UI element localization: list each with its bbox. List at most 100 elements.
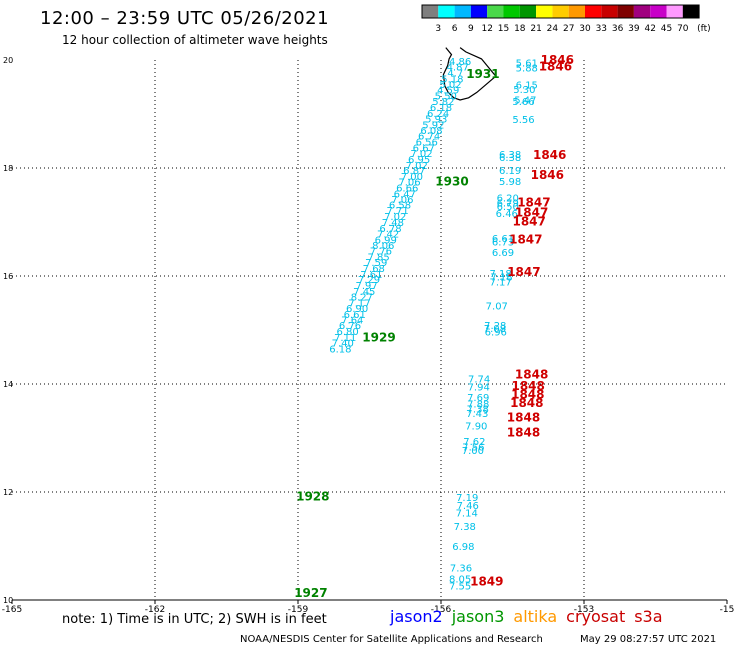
wave-height-label: 5.02: [439, 80, 461, 91]
legend-swatch: [682, 5, 700, 18]
legend-tick-label: 18: [514, 24, 526, 34]
wave-height-label: 7.94: [468, 383, 490, 394]
wave-height-label: 7.14: [456, 509, 478, 520]
legend-swatch: [601, 5, 618, 18]
cryosat-time-label: 1849: [470, 575, 503, 589]
wave-height-label: 5.66: [512, 97, 534, 108]
wave-height-label: 7.19: [456, 493, 478, 504]
legend-tick-label: 70: [677, 24, 689, 34]
wave-height-label: 7.07: [486, 302, 508, 313]
y-tick-label: 18: [3, 164, 13, 173]
x-tick-label: -162: [145, 605, 165, 615]
wave-height-label: 7.29: [358, 275, 380, 286]
wave-height-label: 6.87: [403, 166, 425, 177]
wave-height-label: 6.98: [452, 542, 474, 553]
cryosat-time-label: 1847: [509, 232, 542, 246]
y-tick-label: 16: [3, 272, 13, 281]
wave-height-label: 6.61: [492, 234, 514, 245]
wave-height-label: 6.95: [408, 155, 430, 166]
wave-height-label: 6.24: [427, 109, 449, 120]
wave-height-label: 6.80: [336, 327, 358, 338]
wave-height-label: 5.30: [513, 85, 535, 96]
cryosat-time-label: 1846: [541, 53, 574, 67]
legend-swatch: [503, 5, 520, 18]
wave-height-label: 7.28: [484, 321, 506, 332]
legend-unit: (ft): [697, 24, 711, 34]
wave-height-label: 7.11: [334, 333, 356, 344]
wave-height-label: 7.45: [353, 287, 375, 298]
y-tick-label: 20: [3, 56, 13, 65]
satellite-jason2: jason2: [390, 607, 443, 626]
jason3-time-label: 1930: [435, 175, 468, 189]
legend-swatch: [536, 5, 553, 18]
generated-timestamp: May 29 08:27:57 UTC 2021: [580, 634, 717, 645]
wave-height-label: 7.08: [484, 324, 506, 335]
wave-height-label: 6.08: [420, 126, 442, 137]
legend-tick-label: 36: [612, 24, 624, 34]
wave-height-label: 7.90: [465, 422, 487, 433]
wave-height-label: 5.93: [425, 114, 447, 125]
wave-height-label: 4.87: [447, 63, 469, 74]
wave-height-label: 6.67: [413, 144, 435, 155]
wave-height-label: 6.20: [497, 194, 519, 205]
wave-height-label: 6.76: [339, 321, 361, 332]
footer-note: note: 1) Time is in UTC; 2) SWH is in fe…: [62, 612, 327, 627]
wave-height-label: 8.06: [372, 241, 394, 252]
legend-tick-label: 3: [435, 24, 441, 34]
wave-height-label: 7.06: [398, 178, 420, 189]
chart-subtitle: 12 hour collection of altimeter wave hei…: [62, 33, 328, 47]
wave-height-label: 6.18: [329, 344, 351, 355]
wave-height-label: 7.02: [410, 149, 432, 160]
wave-height-label: 7.40: [332, 338, 354, 349]
legend-frame: [421, 4, 700, 19]
wave-height-label: 6.96: [485, 328, 507, 339]
legend-tick-label: 24: [547, 24, 559, 34]
wave-height-label: 6.73: [492, 237, 514, 248]
wave-height-label: 7.18: [490, 273, 512, 284]
legend-swatch: [585, 5, 602, 18]
wave-height-label: 4.59: [437, 86, 459, 97]
jason3-time-label: 1931: [466, 67, 499, 81]
satellite-cryosat: cryosat: [566, 607, 626, 626]
cryosat-time-label: 1846: [539, 60, 572, 74]
color-legend: 3 6 9 12 15 18 21 24 27 30 33 36 39 42 45 70 (ft): [421, 4, 711, 34]
wave-height-label: 5.82: [432, 97, 454, 108]
wave-height-label: 8.27: [351, 293, 373, 304]
jason3-time-label: 1927: [294, 586, 327, 600]
wave-height-label: 6.99: [375, 235, 397, 246]
legend-tick-label: 6: [452, 24, 458, 34]
wave-height-label: 7.38: [454, 522, 476, 533]
satellite-s3a: s3a: [634, 607, 663, 626]
cryosat-time-label: 1848: [511, 379, 544, 393]
x-tick-label: -153: [574, 605, 594, 615]
cryosat-time-label: 1848: [510, 396, 543, 410]
wave-height-label: 7.43: [466, 409, 488, 420]
x-tick-label: -156: [431, 605, 452, 615]
wave-height-label: 7.64: [341, 316, 363, 327]
wave-height-label: 6.46: [496, 209, 518, 220]
wave-height-label: 7.71: [386, 206, 408, 217]
cryosat-time-label: 1847: [515, 205, 548, 219]
wave-height-label: 7.59: [365, 258, 387, 269]
legend-swatch: [519, 5, 537, 18]
legend-tick-label: 9: [468, 24, 474, 34]
cryosat-time-label: 1847: [512, 215, 545, 229]
wave-height-label: 6.18: [430, 103, 452, 114]
wave-height-label: 7.61: [360, 270, 382, 281]
wave-height-label: 7.74: [468, 375, 490, 386]
wave-height-label: 4.86: [449, 57, 471, 68]
cryosat-time-label: 1848: [507, 426, 540, 440]
wave-height-label: 6.38: [499, 153, 521, 164]
legend-swatch: [454, 5, 471, 18]
wave-height-label: 7.00: [401, 172, 423, 183]
legend-tick-label: 42: [644, 24, 655, 34]
legend-swatch: [422, 5, 439, 18]
wave-height-label: 6.58: [389, 201, 411, 212]
jason3-time-label: 1929: [362, 331, 395, 345]
cryosat-time-label: 1847: [517, 196, 550, 210]
wave-height-label: 4.7: [447, 68, 463, 79]
x-tick-label: -165: [2, 605, 22, 615]
legend-tick-label: 12: [481, 24, 492, 34]
wave-height-label: 7.48: [382, 218, 404, 229]
